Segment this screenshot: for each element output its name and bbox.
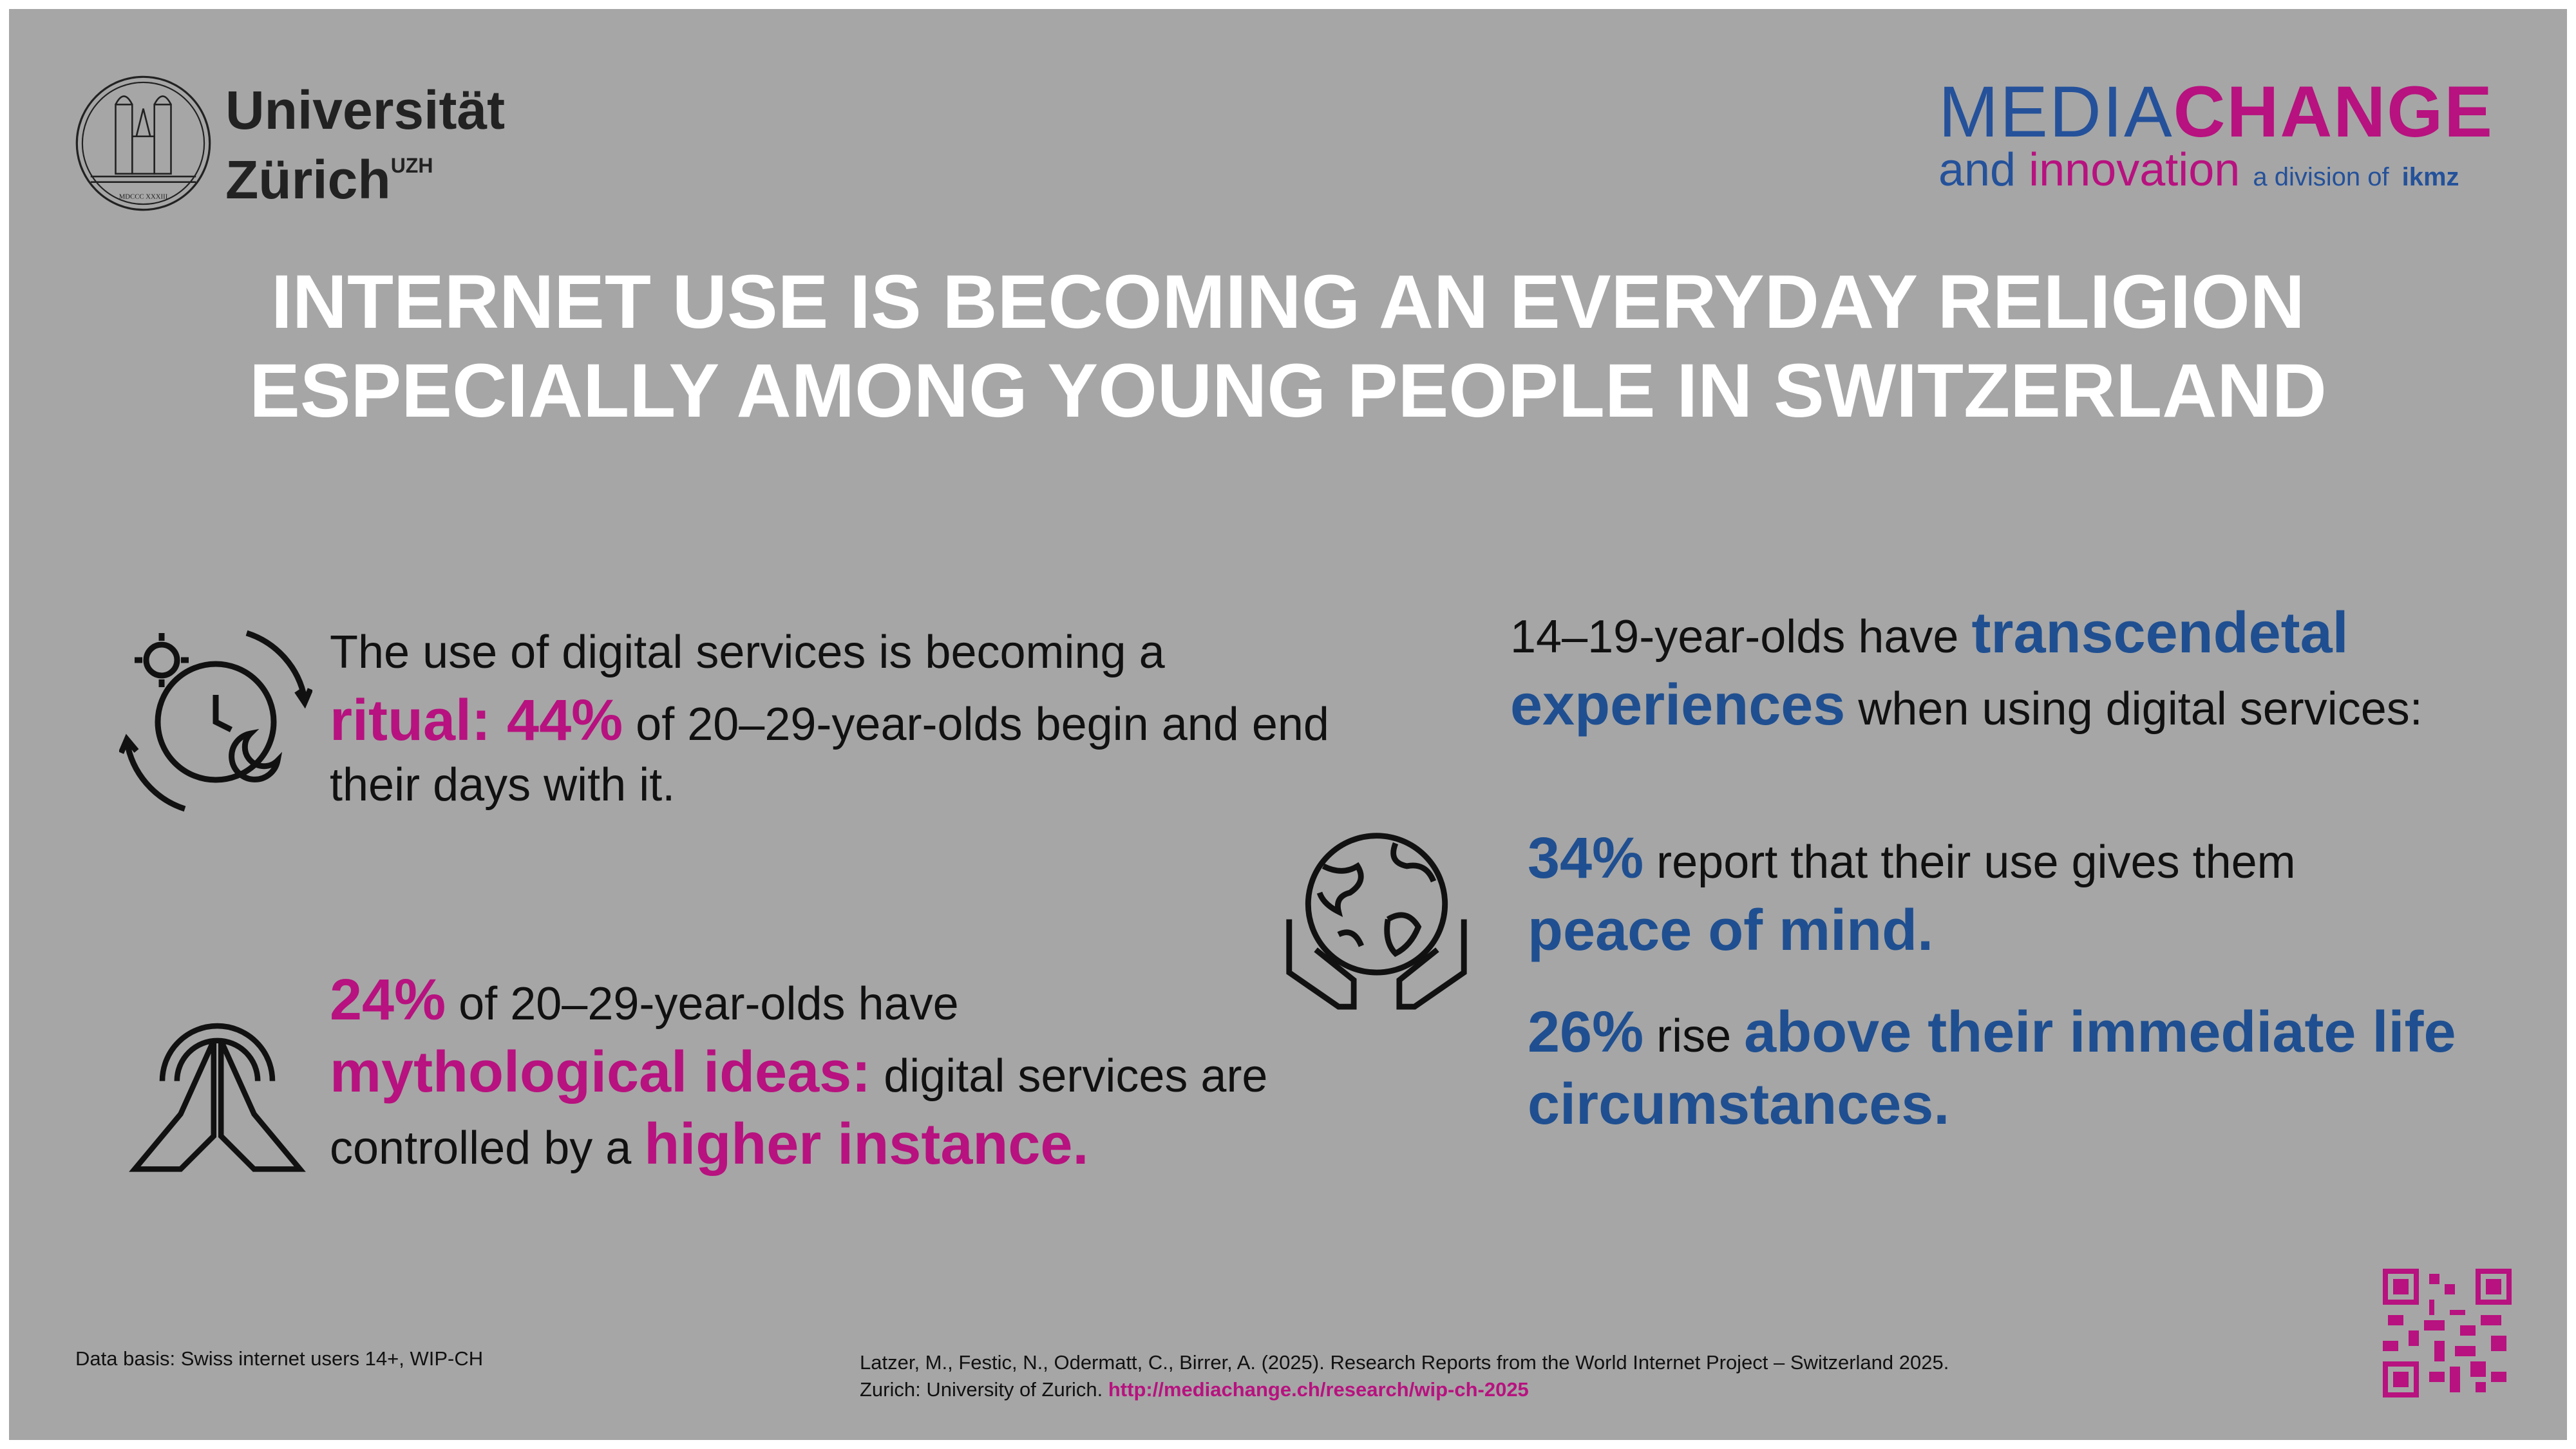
report-link[interactable]: http://mediachange.ch/research/wip-ch-20… [1108,1378,1529,1401]
university-line1: Universität [225,80,506,140]
peace-highlight: peace of mind. [1528,898,1934,963]
myth-text: 24% of 20–29-year-olds have mythological… [330,966,1425,1182]
ritual-text: The use of digital services is becoming … [330,618,1425,819]
transcend-text: 14–19-year-olds have transcendetal exper… [1510,599,2541,743]
rise-text: 26% rise above their immediate life circ… [1528,998,2558,1139]
myth-percent: 24% [330,968,446,1032]
citation-line2: Zurich: University of Zurich. [860,1378,1108,1401]
rise-line1: rise [1643,1010,1745,1062]
peace-text: 34% report that their use gives them pea… [1528,824,2558,965]
uzh-sup: UZH [390,154,433,177]
praying-hands-icon [129,1023,306,1172]
page-title: INTERNET USE IS BECOMING AN EVERYDAY REL… [0,258,2576,435]
globe-hands-icon [1286,833,1467,1010]
myth-line2: digital services are [871,1050,1268,1102]
transcend-highlight: transcendetal [1971,601,2349,665]
rise-highlight2: circumstances. [1528,1072,1950,1137]
ritual-line1: The use of digital services is becoming … [330,627,1165,678]
brand-ikmz: ikmz [2401,163,2459,191]
brand-change: CHANGE [2173,71,2494,152]
transcend-highlight2: experiences [1510,673,1846,737]
myth-line1: of 20–29-year-olds have [446,978,959,1030]
university-line2: Zürich [225,149,391,210]
myth-line3: controlled by a [330,1122,645,1174]
citation: Latzer, M., Festic, N., Odermatt, C., Bi… [860,1349,1949,1403]
mediachange-logo: MEDIACHANGE and innovation a division of… [1938,76,2494,202]
rise-percent: 26% [1528,1000,1644,1065]
ritual-line2: of 20–29-year-olds begin and end [623,699,1329,750]
peace-percent: 34% [1528,826,1644,891]
myth-higher-instance: higher instance. [644,1112,1089,1177]
brand-media: MEDIA [1938,71,2174,152]
title-line1: INTERNET USE IS BECOMING AN EVERYDAY REL… [270,260,2306,345]
brand-division: a division of [2253,163,2389,191]
citation-line1: Latzer, M., Festic, N., Odermatt, C., Bi… [860,1351,1949,1374]
brand-and: and [1938,144,2016,196]
transcend-line1: 14–19-year-olds have [1510,611,1972,663]
data-basis: Data basis: Swiss internet users 14+, WI… [75,1347,484,1370]
qr-code-icon[interactable] [2383,1269,2512,1397]
brand-innovation: innovation [2029,144,2240,196]
clock-sun-moon-icon [119,630,312,812]
university-name: Universität ZürichUZH [225,82,505,207]
uzh-seal-icon: MDCCC XXXIII [75,75,211,211]
myth-highlight: mythological ideas: [330,1040,871,1104]
peace-line1: report that their use gives them [1643,837,2296,888]
svg-text:MDCCC XXXIII: MDCCC XXXIII [119,193,168,201]
ritual-highlight: ritual: 44% [330,688,623,753]
slide [9,9,2567,1440]
rise-highlight: above their immediate life [1744,1000,2456,1065]
ritual-line3: their days with it. [330,759,676,811]
title-line2: ESPECIALLY AMONG YOUNG PEOPLE IN SWITZER… [249,348,2327,433]
transcend-line2: when using digital services: [1845,683,2423,735]
